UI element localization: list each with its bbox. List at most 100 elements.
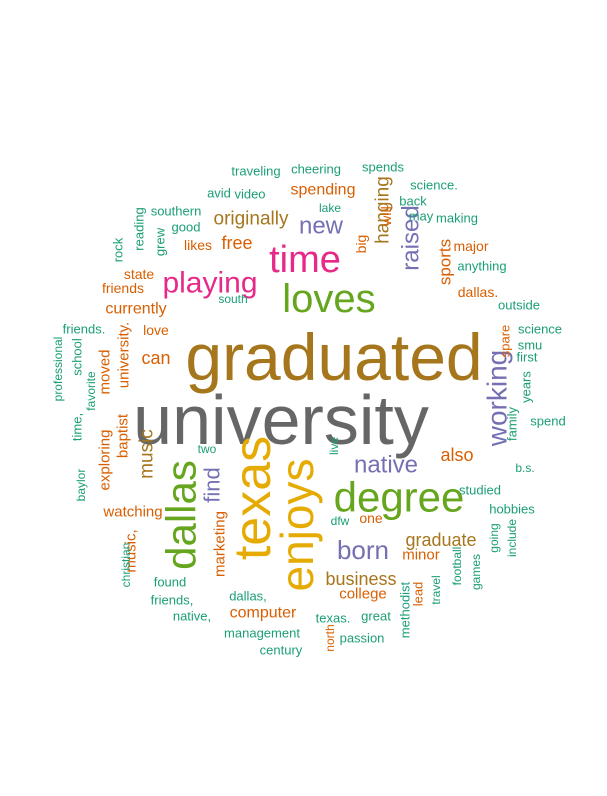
cloud-word: century xyxy=(260,643,303,658)
cloud-word: travel xyxy=(429,575,443,604)
cloud-word: two xyxy=(198,442,217,456)
cloud-word: time, xyxy=(70,413,85,441)
cloud-word: spending xyxy=(291,182,356,199)
cloud-word: degree xyxy=(334,474,465,521)
cloud-word: outside xyxy=(498,298,540,313)
cloud-word: studied xyxy=(459,483,501,498)
cloud-word: originally xyxy=(214,209,289,230)
cloud-word: cheering xyxy=(291,162,341,177)
cloud-word: football xyxy=(450,547,464,586)
cloud-word: dallas, xyxy=(229,589,267,604)
cloud-word: texas xyxy=(224,436,282,560)
cloud-word: southern xyxy=(151,204,202,219)
cloud-word: rock xyxy=(111,237,126,262)
cloud-word: lead xyxy=(411,582,426,607)
cloud-word: spare xyxy=(498,325,513,358)
cloud-word: south xyxy=(218,292,247,306)
cloud-word: back xyxy=(399,194,427,209)
cloud-word: will xyxy=(378,206,394,226)
cloud-word: north xyxy=(323,624,337,651)
cloud-word: b.s. xyxy=(515,461,534,475)
cloud-word: new xyxy=(299,213,344,240)
cloud-word: video xyxy=(234,187,265,202)
cloud-word: university. xyxy=(116,322,133,388)
cloud-word: watching xyxy=(102,504,162,521)
cloud-word: school xyxy=(70,338,85,376)
cloud-word: native, xyxy=(173,609,211,624)
cloud-word: likes xyxy=(184,237,212,253)
cloud-word: management xyxy=(224,626,300,641)
cloud-word: state xyxy=(124,266,155,282)
cloud-word: college xyxy=(339,586,387,603)
cloud-word: great xyxy=(361,609,391,624)
cloud-word: years xyxy=(519,371,534,403)
cloud-word: avid xyxy=(207,186,231,201)
cloud-word: christian xyxy=(119,543,133,588)
cloud-word: business xyxy=(325,569,396,589)
cloud-word: baptist xyxy=(115,413,132,458)
cloud-word: texas. xyxy=(316,611,351,626)
cloud-word: methodist xyxy=(398,581,413,638)
cloud-word: university xyxy=(133,381,429,459)
cloud-word: can xyxy=(141,348,170,368)
cloud-word: games xyxy=(469,554,483,590)
cloud-word: going xyxy=(487,523,501,552)
cloud-word: sports xyxy=(436,239,455,285)
cloud-word: baylor xyxy=(74,469,88,502)
cloud-word: moved xyxy=(97,349,114,394)
cloud-word: may xyxy=(409,209,434,224)
cloud-word: grew xyxy=(153,227,168,256)
cloud-word: music xyxy=(137,429,158,479)
cloud-word: first xyxy=(517,350,538,365)
cloud-word: music, xyxy=(123,529,140,572)
cloud-word: making xyxy=(436,211,478,226)
cloud-word: raised xyxy=(398,205,425,270)
cloud-word: spend xyxy=(530,414,565,429)
cloud-word: live xyxy=(327,437,341,455)
cloud-word: dallas xyxy=(158,460,205,570)
cloud-word: one xyxy=(359,510,383,526)
cloud-word: science xyxy=(518,322,562,337)
cloud-word: family xyxy=(505,407,520,441)
cloud-word: traveling xyxy=(231,164,280,179)
cloud-word: hobbies xyxy=(489,502,535,517)
cloud-word: science. xyxy=(410,178,458,193)
cloud-word: dfw xyxy=(331,514,350,528)
cloud-word: anything xyxy=(457,259,506,274)
cloud-word: currently xyxy=(105,301,166,318)
cloud-word: reading xyxy=(132,207,147,250)
cloud-word: passion xyxy=(340,631,385,646)
cloud-word: graduated xyxy=(185,320,482,394)
cloud-word: loves xyxy=(282,277,375,321)
cloud-word: love xyxy=(143,322,169,338)
cloud-word: native xyxy=(354,452,418,479)
cloud-word: friends, xyxy=(151,593,194,608)
cloud-word: find xyxy=(200,467,225,502)
cloud-word: graduate xyxy=(405,530,476,550)
cloud-word: minor xyxy=(402,547,440,564)
cloud-word: favorite xyxy=(84,371,98,411)
cloud-word: friends. xyxy=(63,322,106,337)
cloud-word: smu xyxy=(518,338,543,353)
cloud-word: time xyxy=(269,239,341,281)
cloud-word: free xyxy=(221,233,252,253)
cloud-word: big xyxy=(353,235,369,254)
cloud-word: enjoys xyxy=(271,459,323,592)
cloud-word: spends xyxy=(362,160,404,175)
cloud-word: hanging xyxy=(373,176,394,244)
cloud-word: marketing xyxy=(212,511,229,577)
cloud-word: exploring xyxy=(97,430,114,491)
cloud-word: include xyxy=(505,519,519,557)
cloud-word: major xyxy=(453,238,488,254)
cloud-word: also xyxy=(440,445,473,465)
cloud-word: lake xyxy=(319,201,341,215)
cloud-word: working xyxy=(482,350,513,447)
cloud-word: computer xyxy=(230,605,297,622)
cloud-word: found xyxy=(154,575,187,590)
cloud-word: friends xyxy=(102,280,144,296)
cloud-word: professional xyxy=(51,337,65,402)
cloud-word: playing xyxy=(162,267,257,300)
cloud-word: born xyxy=(337,535,389,565)
cloud-word: dallas. xyxy=(458,284,498,300)
